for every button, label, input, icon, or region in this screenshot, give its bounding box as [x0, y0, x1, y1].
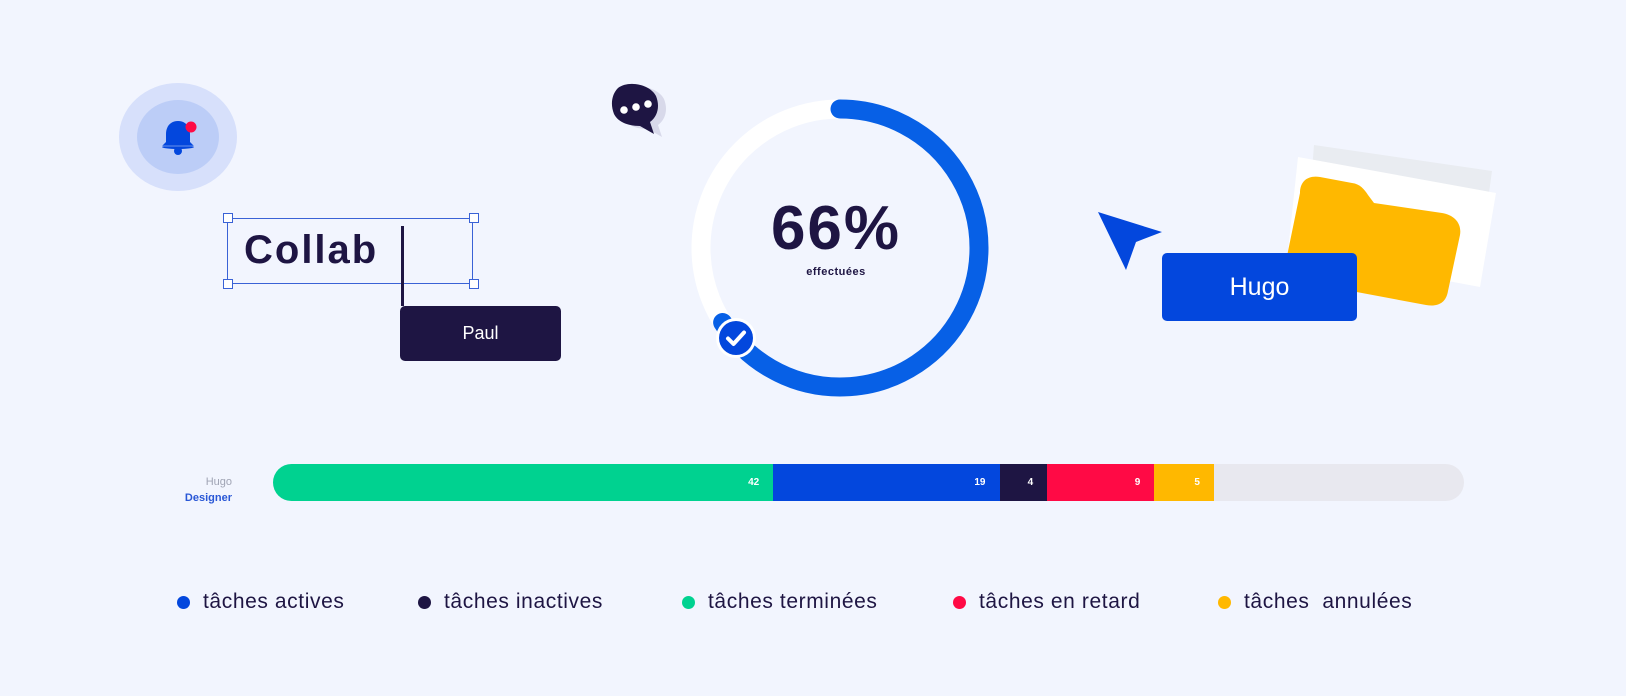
legend-dot: [177, 595, 190, 609]
notification-dot: [185, 121, 197, 133]
bar-segment-retard: [1047, 464, 1155, 501]
progress-arc: [713, 99, 989, 397]
bar-segment-value-actives: 19: [974, 477, 986, 488]
bar-user-name: Hugo: [205, 476, 232, 488]
collaborator-tag-hugo: Hugo: [1162, 253, 1357, 321]
legend-item: tâches actives: [177, 588, 344, 616]
collaborator-tag-paul: Paul: [400, 306, 561, 361]
collab-title: Collab: [244, 228, 379, 272]
bar-segment-value-annulees: 5: [1194, 477, 1200, 488]
legend-label: tâches actives: [203, 590, 345, 613]
legend-dot: [1218, 595, 1231, 609]
bar-segment-value-terminees: 42: [748, 477, 760, 488]
bar-segment-value-inactives: 4: [1027, 477, 1034, 488]
text-selection-box[interactable]: [227, 218, 473, 284]
legend-label: tâches annulées: [1244, 590, 1413, 613]
chat-bubble-icon: [611, 83, 666, 137]
task-stacked-bar: 42 19 4 9 5: [273, 464, 1464, 501]
progress-percentage: 66%: [770, 194, 902, 263]
selection-handle-bottom-right[interactable]: [469, 279, 479, 289]
text-caret: [401, 226, 404, 306]
bar-segment-terminees: [273, 464, 774, 501]
legend-item: tâches terminées: [682, 588, 878, 616]
selection-handle-top-right[interactable]: [469, 213, 479, 223]
legend-label: tâches en retard: [979, 590, 1141, 613]
check-circle-icon: [716, 318, 756, 358]
legend-item: tâches inactives: [418, 588, 603, 616]
legend-dot: [418, 595, 431, 609]
bar-segment-value-retard: 9: [1134, 477, 1141, 488]
bar-user-role: Designer: [184, 492, 232, 504]
bar-segment-inactives: [999, 464, 1048, 501]
legend-dot: [682, 595, 695, 609]
legend-label: tâches terminées: [708, 590, 878, 613]
bar-segment-annulees: [1154, 464, 1214, 501]
selection-handle-bottom-left[interactable]: [223, 279, 233, 289]
progress-donut: [691, 99, 989, 397]
legend-item: tâches en retard: [953, 588, 1140, 616]
selection-handle-top-left[interactable]: [223, 213, 233, 223]
legend-dot: [953, 595, 966, 609]
folder-icon: [1285, 145, 1496, 306]
legend-item: tâches annulées: [1218, 588, 1412, 616]
legend-label: tâches inactives: [444, 590, 604, 613]
progress-label: effectuées: [806, 266, 866, 278]
bar-segment-actives: [773, 464, 1000, 501]
cursor-arrow-icon: [1098, 212, 1162, 270]
bell-icon[interactable]: [156, 115, 200, 159]
